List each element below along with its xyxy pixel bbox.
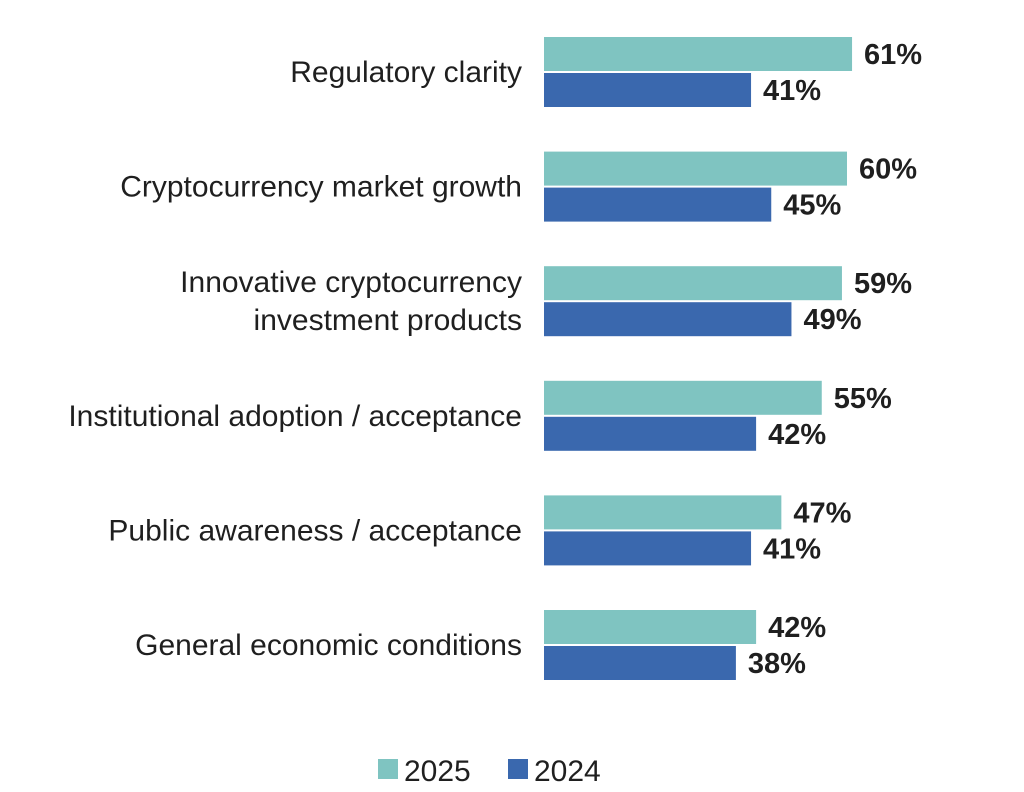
category-labels: Regulatory clarity Cryptocurrency market … bbox=[68, 56, 522, 662]
value-label-2025: 55% bbox=[834, 383, 892, 415]
category-label: Cryptocurrency market growth bbox=[120, 171, 522, 204]
bar-2024 bbox=[544, 187, 772, 222]
bar-2024 bbox=[544, 646, 736, 680]
value-label-2025: 47% bbox=[793, 497, 851, 529]
bars bbox=[544, 37, 853, 680]
category-label: investment products bbox=[254, 304, 522, 337]
value-label-2024: 41% bbox=[763, 533, 821, 565]
bar-2024 bbox=[544, 302, 792, 337]
bar-2025 bbox=[544, 37, 853, 71]
value-label-2025: 61% bbox=[864, 39, 922, 71]
bar-2025 bbox=[544, 266, 842, 301]
value-label-2025: 60% bbox=[859, 154, 917, 186]
value-label-2024: 38% bbox=[748, 648, 806, 680]
value-label-2024: 49% bbox=[803, 304, 861, 336]
value-label-2024: 41% bbox=[763, 75, 821, 107]
legend-label-2025: 2025 bbox=[404, 755, 471, 788]
legend-swatch-2024 bbox=[508, 759, 528, 779]
bar-2025 bbox=[544, 151, 847, 186]
value-label-2024: 42% bbox=[768, 419, 826, 451]
value-labels: 61%41%60%45%59%49%55%42%47%41%42%38% bbox=[748, 39, 922, 680]
category-label: Public awareness / acceptance bbox=[108, 514, 522, 547]
category-label: Regulatory clarity bbox=[290, 56, 522, 89]
bar-2025 bbox=[544, 495, 782, 530]
bar-2024 bbox=[544, 531, 752, 566]
legend-label-2024: 2024 bbox=[534, 755, 601, 788]
category-label: Institutional adoption / acceptance bbox=[68, 400, 522, 433]
value-label-2024: 45% bbox=[783, 190, 841, 222]
bar-2025 bbox=[544, 610, 757, 644]
value-label-2025: 59% bbox=[854, 268, 912, 300]
bar-2024 bbox=[544, 73, 752, 107]
legend-swatch-2025 bbox=[378, 759, 398, 779]
bar-2025 bbox=[544, 380, 822, 415]
category-label: Innovative cryptocurrency bbox=[180, 266, 522, 299]
value-label-2025: 42% bbox=[768, 612, 826, 644]
category-label: General economic conditions bbox=[135, 629, 522, 662]
bar-2024 bbox=[544, 416, 757, 451]
legend: 2025 2024 bbox=[378, 755, 601, 788]
